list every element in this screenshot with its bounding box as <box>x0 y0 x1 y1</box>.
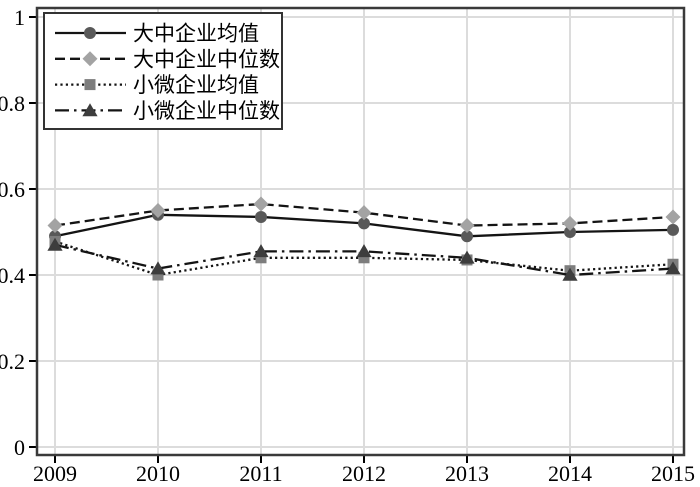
x-axis-tick-label: 2011 <box>239 461 282 486</box>
y-axis-tick-label: 0.2 <box>0 349 25 374</box>
square-marker <box>152 269 164 281</box>
diamond-marker <box>150 203 166 218</box>
legend-item-large-medium-mean: 大中企业均值 <box>55 22 259 46</box>
y-axis-tick-label: 0.8 <box>0 91 25 116</box>
x-axis-tick-label: 2010 <box>136 461 180 486</box>
circle-marker <box>667 223 679 236</box>
x-axis-tick-label: 2014 <box>548 461 592 486</box>
diamond-marker <box>253 196 269 212</box>
y-axis-tick-label: 1 <box>14 5 25 30</box>
triangle-marker <box>150 261 166 275</box>
legend-diamond-marker-icon <box>82 51 98 67</box>
triangle-marker <box>459 250 475 264</box>
diamond-marker <box>47 218 63 234</box>
circle-marker <box>255 210 267 223</box>
series-large-medium-median <box>47 196 681 234</box>
diamond-marker <box>665 209 681 225</box>
legend-triangle-marker-icon <box>82 103 98 117</box>
x-axis-tick-label: 2013 <box>445 461 489 486</box>
legend-circle-marker-icon <box>84 27 96 39</box>
legend-item-small-micro-mean: 小微企业均值 <box>55 73 259 97</box>
triangle-marker <box>665 261 681 275</box>
legend-square-marker-icon <box>84 79 96 91</box>
triangle-marker <box>356 244 372 258</box>
x-axis-tick-label: 2009 <box>33 461 77 486</box>
circle-marker <box>358 217 370 230</box>
legend-item-label: 小微企业均值 <box>133 73 259 97</box>
x-axis-tick-label: 2015 <box>651 461 695 486</box>
plot-frame <box>35 6 686 457</box>
diamond-marker <box>459 218 475 234</box>
series-small-micro-median <box>47 237 681 281</box>
y-axis-tick-label: 0 <box>14 435 25 460</box>
diamond-marker <box>356 205 372 221</box>
axis-ticks <box>29 16 674 463</box>
triangle-marker <box>47 237 63 251</box>
triangle-marker <box>562 267 578 281</box>
triangle-marker <box>253 244 269 258</box>
legend-item-large-medium-median: 大中企业中位数 <box>55 47 280 71</box>
x-axis-tick-label: 2012 <box>342 461 386 486</box>
legend-item-label: 大中企业中位数 <box>133 47 280 71</box>
legend-item-label: 小微企业中位数 <box>133 99 280 123</box>
legend-item-label: 大中企业均值 <box>133 22 259 46</box>
diamond-marker <box>562 215 578 231</box>
square-marker <box>358 252 370 264</box>
y-axis-tick-label: 0.4 <box>0 263 25 288</box>
circle-marker <box>461 230 473 243</box>
legend-item-small-micro-median: 小微企业中位数 <box>55 99 280 123</box>
circle-marker <box>564 226 576 238</box>
y-axis-tick-label: 0.6 <box>0 177 25 202</box>
square-marker <box>255 252 267 264</box>
